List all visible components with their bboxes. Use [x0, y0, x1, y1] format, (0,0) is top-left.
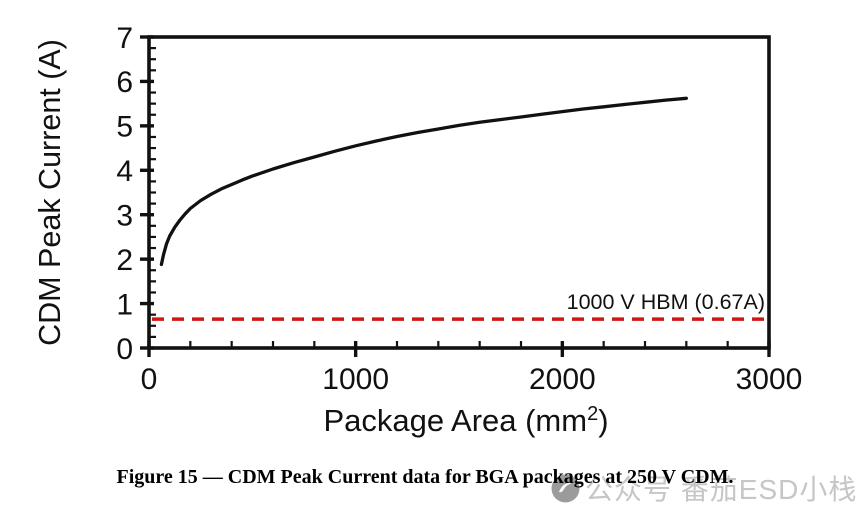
watermark-text: 公众号 番茄ESD小栈: [585, 474, 858, 505]
hbm-reference-label: 1000 V HBM (0.67A): [567, 290, 765, 314]
y-tick-label: 4: [116, 155, 133, 188]
y-tick-label: 3: [116, 200, 133, 233]
y-tick-label: 6: [116, 66, 133, 99]
cdm-curve-line: [159, 96, 688, 267]
logo-swirl: [559, 482, 572, 492]
watermark: 公众号 番茄ESD小栈: [551, 468, 857, 508]
x-tick-label: 0: [141, 363, 158, 396]
x-axis-label: Package Area (mm2): [323, 403, 608, 438]
cdm-peak-current-chart: 0 1 2 3 4 5 6 7 0 1000 2000 3000 CDM Peak Current (A…: [33, 22, 803, 438]
y-axis-label: CDM Peak Current (A): [33, 39, 67, 346]
logo-circle: [551, 474, 580, 502]
y-tick-label: 1: [116, 288, 133, 321]
y-tick-label: 2: [116, 244, 133, 277]
x-tick-label: 1000: [322, 363, 389, 396]
x-tick-label: 2000: [529, 363, 596, 396]
y-tick-label: 5: [116, 111, 133, 144]
x-tick-label: 3000: [736, 363, 803, 396]
y-tick-label: 7: [116, 22, 133, 55]
y-tick-label: 0: [116, 333, 133, 366]
figure-caption: Figure 15 — CDM Peak Current data for BG…: [116, 466, 734, 488]
watermark-logo-icon: [551, 474, 580, 502]
